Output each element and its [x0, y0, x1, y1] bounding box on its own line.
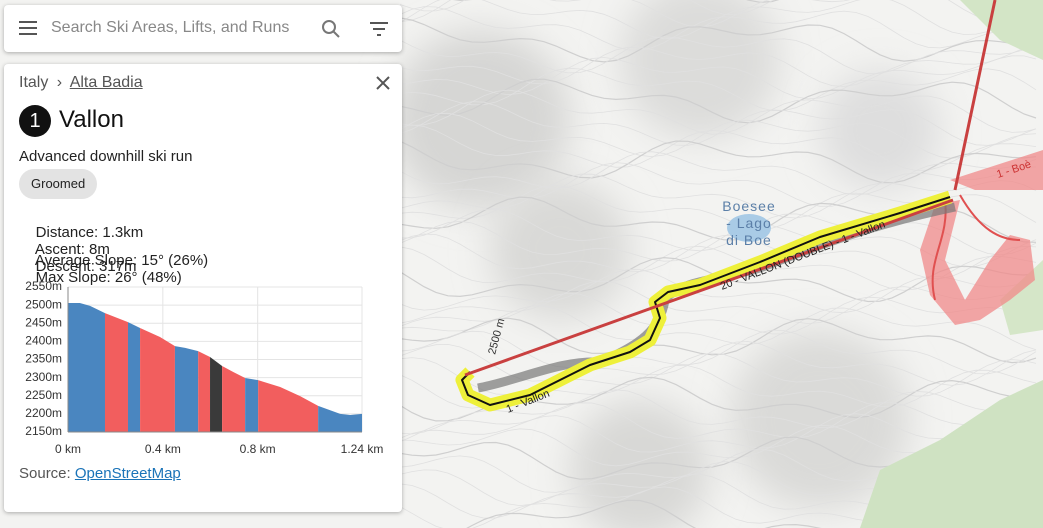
lake-label: - Lago: [726, 215, 772, 231]
contour-line: [399, 67, 1037, 111]
y-tick-label: 2550m: [25, 279, 62, 293]
stat: Average Slope: 15° (26%): [34, 252, 209, 269]
filter-button[interactable]: [369, 21, 389, 37]
elevation-area: [104, 313, 128, 432]
elevation-area: [210, 356, 223, 432]
stats-row: Average Slope: 15° (26%) Max Slope: 26° …: [19, 235, 212, 303]
forest: [860, 380, 1043, 528]
x-tick-label: 1.24 km: [341, 442, 384, 456]
y-tick-label: 2200m: [25, 406, 62, 420]
contour-line: [399, 389, 1037, 435]
stat: Max Slope: 26° (48%): [35, 269, 182, 286]
run-title: Vallon: [59, 106, 124, 133]
contour-line: [399, 112, 1037, 159]
elevation-area: [68, 302, 105, 432]
contour-line: [399, 0, 1037, 40]
y-tick-label: 2350m: [25, 352, 62, 366]
difficulty-badge: 1: [19, 105, 51, 137]
elevation-area: [222, 366, 246, 432]
elevation-area: [174, 346, 199, 432]
contour-line: [399, 0, 1037, 28]
contour-line: [399, 151, 1037, 196]
breadcrumb: Italy › Alta Badia: [19, 74, 143, 92]
contour-line: [399, 305, 1037, 351]
elevation-area: [127, 322, 141, 432]
x-tick-label: 0 km: [55, 442, 81, 456]
contour-line: [399, 0, 1037, 15]
search-placeholder[interactable]: Search Ski Areas, Lifts, and Runs: [51, 19, 290, 36]
y-tick-label: 2400m: [25, 334, 62, 348]
elevation-area: [140, 327, 175, 432]
piste-area: [920, 150, 1043, 325]
y-tick-label: 2500m: [25, 297, 62, 311]
y-tick-label: 2150m: [25, 424, 62, 438]
lift: [953, 0, 997, 191]
stats-row: Distance: 1.3km Ascent: 8m Descent: 317m: [19, 207, 147, 292]
contour-line: [399, 140, 1037, 184]
contour-line: [399, 124, 1037, 171]
menu-button[interactable]: [18, 20, 38, 36]
contour-line: [399, 341, 1037, 386]
lake-label: di Boe: [726, 232, 772, 248]
lake-label: Boesee: [722, 198, 775, 214]
hill-shadow: [820, 70, 940, 190]
stat: Ascent: 8m: [34, 241, 110, 258]
lift-label: 2500 m: [486, 317, 507, 356]
elevation-area: [258, 380, 319, 432]
breadcrumb-separator: ›: [56, 74, 63, 91]
search-button[interactable]: [320, 18, 342, 40]
breadcrumb-item[interactable]: Italy: [19, 74, 49, 91]
elevation-chart: 2150m 2200m 2250m 2300m 2350m 2400m 2450m 2500m…: [25, 279, 384, 456]
stat: Descent: 317m: [35, 258, 137, 275]
x-tick-label: 0.8 km: [240, 442, 276, 456]
breadcrumb-link[interactable]: Alta Badia: [69, 74, 143, 91]
contour-line: [399, 413, 1037, 453]
hill-shadow: [620, 0, 780, 140]
lift: [464, 198, 954, 377]
contour-line: [399, 352, 1037, 397]
contours: [399, 0, 1037, 528]
source: Source: OpenStreetMap: [19, 465, 181, 482]
run: [461, 196, 951, 406]
y-tick-label: 2450m: [25, 315, 62, 329]
lake: [727, 214, 771, 242]
contour-line: [399, 6, 1037, 51]
contour-line: [399, 317, 1037, 364]
run-description: Advanced downhill ski run: [19, 148, 193, 165]
info-panel: Italy › Alta Badia 1 Vallon Advanced dow…: [4, 64, 402, 512]
x-tick-label: 0.4 km: [145, 442, 181, 456]
source-link[interactable]: OpenStreetMap: [74, 465, 181, 482]
grooming-chip: Groomed: [19, 169, 98, 199]
contour-line: [399, 162, 1037, 207]
contour-line: [399, 36, 1037, 75]
contour-line: [399, 43, 1037, 87]
hill-shadow: [390, 30, 570, 210]
elevation-area: [245, 377, 259, 432]
forest: [960, 0, 1043, 60]
source-label: Source:: [19, 465, 71, 482]
contour-line: [399, 292, 1037, 335]
contour-line: [399, 101, 1037, 146]
contour-line: [399, 173, 1037, 219]
close-button[interactable]: [375, 75, 391, 91]
elevation-area: [318, 405, 362, 432]
contour-line: [399, 329, 1037, 375]
y-tick-label: 2250m: [25, 388, 62, 402]
contour-line: [399, 78, 1037, 124]
contour-line: [399, 55, 1037, 100]
y-tick-label: 2300m: [25, 370, 62, 384]
search-bar[interactable]: Search Ski Areas, Lifts, and Runs: [4, 5, 402, 52]
contour-line: [399, 402, 1037, 443]
contour-line: [399, 17, 1037, 63]
elevation-area: [198, 351, 211, 432]
stat: Distance: 1.3km: [35, 224, 144, 241]
